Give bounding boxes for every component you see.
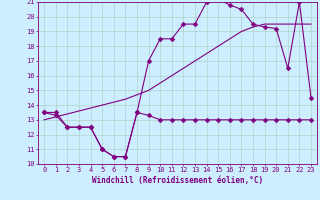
X-axis label: Windchill (Refroidissement éolien,°C): Windchill (Refroidissement éolien,°C) (92, 176, 263, 185)
